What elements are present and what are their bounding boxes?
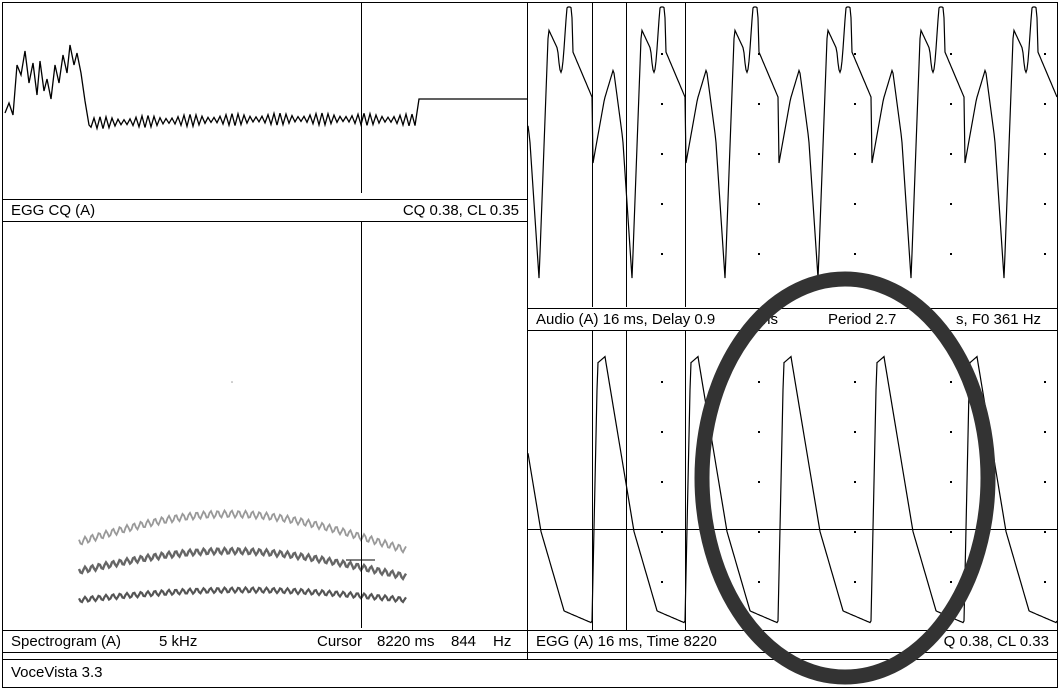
grid-dot <box>950 203 952 205</box>
grid-dot <box>1044 581 1046 583</box>
egg-threshold-line[interactable] <box>528 529 1057 530</box>
grid-dot <box>661 381 663 383</box>
egg-cq-title: EGG CQ (A) <box>11 202 96 219</box>
grid-dot <box>1044 103 1046 105</box>
egg-cq-label-bar: EGG CQ (A) CQ 0.38, CL 0.35 <box>3 199 527 222</box>
grid-dot <box>950 53 952 55</box>
cursor-label: Cursor <box>317 633 363 650</box>
grid-dot <box>661 53 663 55</box>
time-cursor-line[interactable] <box>361 3 362 193</box>
grid-dot <box>661 581 663 583</box>
egg-cq-trace <box>4 44 527 131</box>
audio-unit: ms <box>758 311 778 328</box>
grid-dot <box>854 481 856 483</box>
grid-dot <box>854 203 856 205</box>
grid-dot <box>950 381 952 383</box>
audio-period-tail: s, F0 361 Hz <box>956 311 1042 328</box>
grid-dot <box>1044 531 1046 533</box>
grid-dot <box>758 103 760 105</box>
grid-dot <box>661 531 663 533</box>
grid-dot <box>854 381 856 383</box>
egg-waveform <box>528 355 1057 624</box>
egg-cq-plot[interactable] <box>3 3 527 193</box>
grid-dot <box>854 431 856 433</box>
grid-dot <box>661 481 663 483</box>
status-bar: VoceVista 3.3 <box>3 659 1057 687</box>
grid-dot <box>661 253 663 255</box>
grid-dot <box>854 581 856 583</box>
grid-dot <box>854 103 856 105</box>
cursor-freq: 844 <box>451 633 477 650</box>
egg-label-bar: EGG (A) 16 ms, Time 8220 Q 0.38, CL 0.33 <box>528 630 1057 653</box>
grid-dot <box>1044 203 1046 205</box>
grid-dot <box>758 581 760 583</box>
egg-readout: Q 0.38, CL 0.33 <box>943 633 1049 650</box>
grid-dot <box>661 431 663 433</box>
grid-dot <box>950 431 952 433</box>
audio-label-bar: Audio (A) 16 ms, Delay 0.9 ms Period 2.7… <box>528 308 1057 331</box>
audio-waveform <box>528 6 1057 279</box>
grid-dot <box>854 253 856 255</box>
grid-dot <box>1044 481 1046 483</box>
spectrogram-range: 5 kHz <box>159 633 198 650</box>
pane-divider[interactable] <box>527 3 528 659</box>
grid-dot <box>758 431 760 433</box>
grid-dot <box>854 53 856 55</box>
grid-dot <box>1044 53 1046 55</box>
grid-dot <box>854 153 856 155</box>
grid-dot <box>758 253 760 255</box>
grid-dot <box>950 153 952 155</box>
grid-dot <box>1044 153 1046 155</box>
grid-dot <box>950 531 952 533</box>
grid-dot <box>1044 431 1046 433</box>
grid-dot <box>661 203 663 205</box>
grid-dot <box>758 203 760 205</box>
grid-dot <box>661 153 663 155</box>
audio-waveform-plot[interactable] <box>528 3 1057 307</box>
audio-title: Audio (A) 16 ms, Delay 0.9 <box>536 311 716 328</box>
grid-dot <box>950 581 952 583</box>
grid-dot <box>950 481 952 483</box>
spectrogram-label-bar: Spectrogram (A) 5 kHz Cursor 8220 ms 844… <box>3 630 527 653</box>
grid-dot <box>661 103 663 105</box>
spectrogram-title: Spectrogram (A) <box>11 633 122 650</box>
audio-marker-line <box>592 3 593 307</box>
cursor-unit: Hz <box>493 633 512 650</box>
egg-title: EGG (A) 16 ms, Time 8220 <box>536 633 717 650</box>
audio-marker-line <box>685 3 686 307</box>
spectrogram-harmonics <box>77 381 408 604</box>
grid-dot <box>758 381 760 383</box>
grid-dot <box>758 481 760 483</box>
audio-marker-line <box>626 3 627 307</box>
egg-marker-line <box>592 331 593 630</box>
audio-period: Period 2.7 <box>828 311 897 328</box>
app-name: VoceVista 3.3 <box>11 664 103 681</box>
egg-marker-line <box>685 331 686 630</box>
egg-cq-readout: CQ 0.38, CL 0.35 <box>402 202 519 219</box>
grid-dot <box>758 153 760 155</box>
cursor-time: 8220 ms <box>377 633 435 650</box>
grid-dot <box>1044 381 1046 383</box>
grid-dot <box>950 103 952 105</box>
spectrogram-plot[interactable] <box>3 222 527 628</box>
grid-dot <box>758 531 760 533</box>
time-cursor-line-spectrogram[interactable] <box>361 222 362 628</box>
grid-dot <box>950 253 952 255</box>
egg-waveform-plot[interactable] <box>528 331 1057 630</box>
grid-dot <box>854 531 856 533</box>
egg-marker-line <box>626 331 627 630</box>
grid-dot <box>1044 253 1046 255</box>
grid-dot <box>758 53 760 55</box>
